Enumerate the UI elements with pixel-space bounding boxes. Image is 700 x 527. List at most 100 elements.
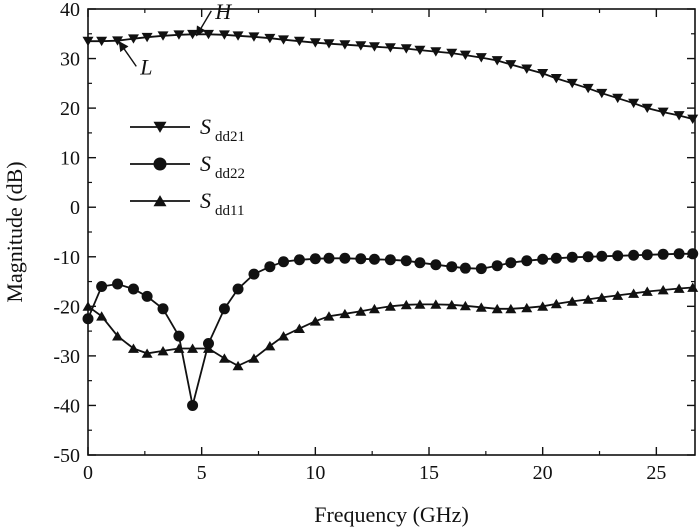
data-point [264,261,276,273]
data-point [673,283,685,293]
data-point [430,299,442,309]
data-point [96,36,108,47]
data-point [309,316,321,326]
data-point [218,30,230,40]
y-tick-label: -50 [53,445,80,467]
data-point [657,248,669,260]
data-point [187,29,199,40]
annotation-l: L [118,41,153,79]
legend-marker [153,121,167,133]
data-point [96,281,108,293]
data-point [641,286,653,296]
data-point [505,60,517,70]
legend-label-sub: dd21 [215,129,245,145]
data-point [687,114,699,124]
data-point [414,45,426,56]
data-point [339,40,351,50]
data-point [521,255,533,267]
data-point [582,294,594,304]
data-point [355,253,367,265]
data-point [264,341,276,351]
x-axis-title: Frequency (GHz) [314,502,469,527]
data-point [232,31,244,41]
data-point [309,253,321,265]
data-point [491,303,503,314]
data-point [248,268,260,280]
data-point [446,299,458,310]
data-point [248,353,260,363]
plot-frame [87,8,696,456]
data-point [384,254,396,266]
data-point [628,249,640,261]
data-point [112,331,124,341]
annotations: HL [118,0,232,79]
data-point [430,259,442,271]
data-point [521,64,533,74]
data-point [414,257,426,269]
data-point [505,257,517,269]
data-point [173,330,185,342]
data-point [687,248,699,260]
legend-label-sub: dd22 [215,166,245,182]
data-point [384,43,396,53]
annotation-label: L [139,54,152,79]
x-tick-label: 25 [646,462,666,484]
data-point [459,300,471,311]
data-point [673,111,685,121]
y-tick-label: -20 [53,296,80,318]
data-point [355,41,367,51]
data-point [278,35,290,45]
y-tick-label: 20 [60,98,80,120]
data-point [582,251,594,263]
legend-label: S [200,151,211,176]
data-point [582,83,594,94]
annotation-arrow [196,10,212,37]
data-point [278,256,290,268]
data-point [141,290,153,302]
data-point [566,251,578,263]
legend-label: S [200,188,211,213]
y-tick-label: 10 [60,148,80,170]
data-point [368,303,380,314]
data-point [475,302,487,312]
series-sdd22 [82,248,699,411]
data-point [232,360,244,371]
data-point [293,323,305,334]
data-point [141,348,153,358]
data-point [323,311,335,321]
legend-label: S [200,114,211,139]
data-point [505,303,517,314]
data-point [157,31,169,41]
y-tick-label: 40 [60,0,80,21]
x-tick-label: 20 [533,462,553,484]
x-tick-label: 10 [305,462,325,484]
y-tick-label: -40 [53,395,80,417]
data-point [187,343,199,353]
data-point [127,283,139,295]
data-point [187,399,199,411]
x-tick-label: 0 [83,462,93,484]
data-point [628,288,640,298]
data-point [673,248,685,260]
data-point [141,32,153,43]
data-point [550,252,562,264]
data-point [657,107,669,118]
data-point [218,303,230,315]
y-tick-label: -30 [53,346,80,368]
annotation-h: H [196,0,232,37]
x-tick-label: 5 [197,462,207,484]
data-point [278,331,290,341]
data-point [248,32,260,42]
data-point [112,278,124,290]
data-point [446,48,458,59]
data-point [550,298,562,309]
data-point [173,343,185,353]
y-axis-title: Magnitude (dB) [2,161,27,302]
data-point [430,47,442,57]
data-point [400,44,412,54]
data-point [218,353,230,363]
data-point [157,345,169,356]
